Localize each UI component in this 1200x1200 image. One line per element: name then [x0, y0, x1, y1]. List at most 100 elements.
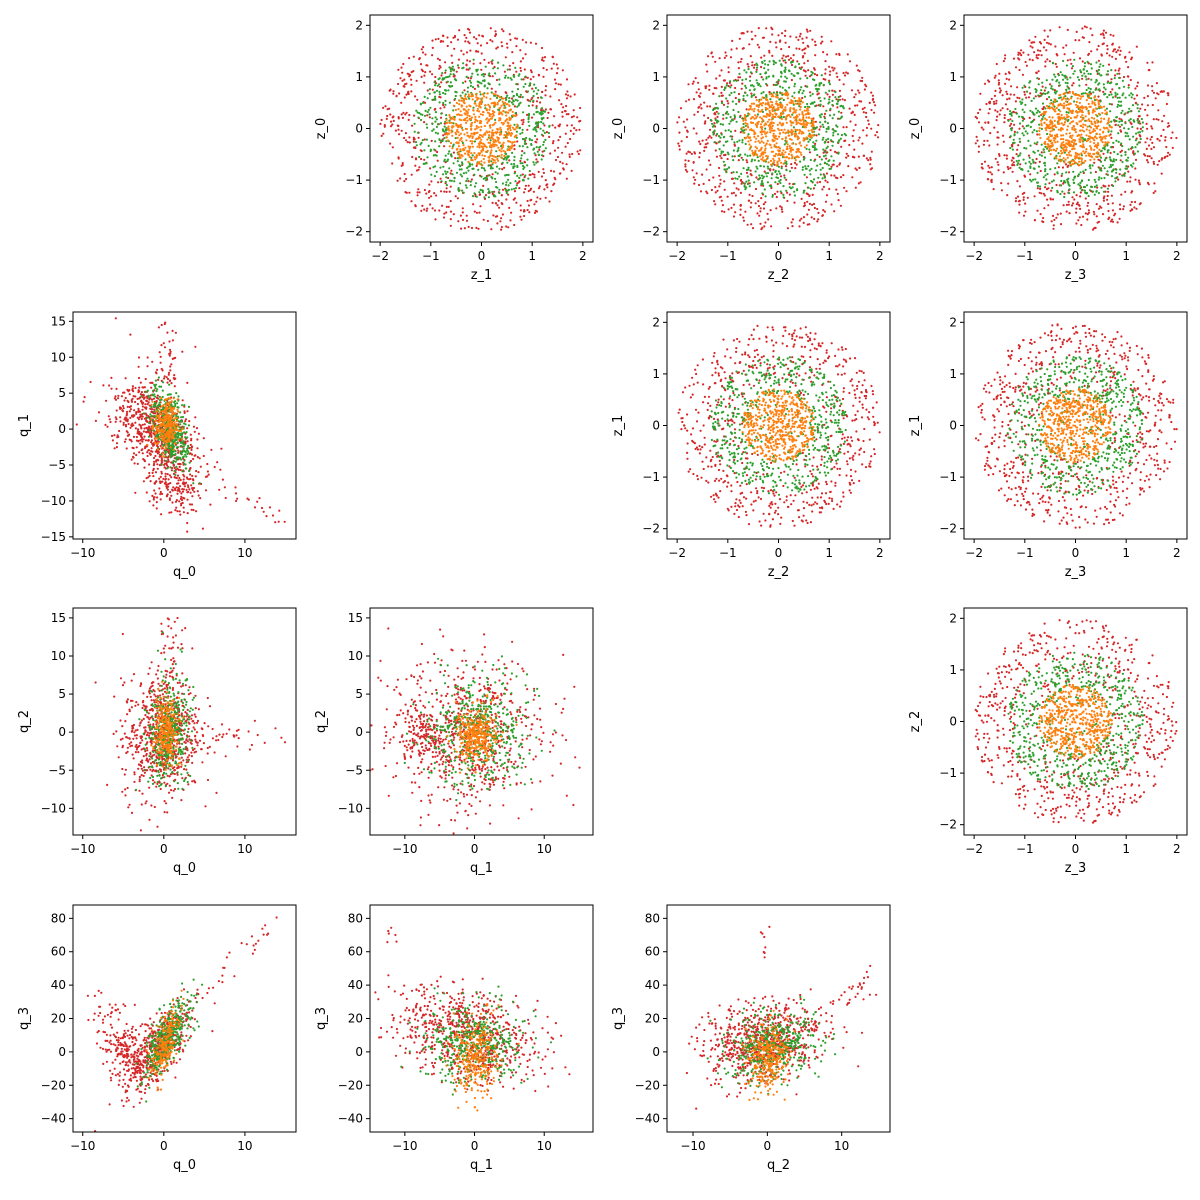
scatter-point	[765, 142, 768, 145]
scatter-point	[1068, 192, 1071, 195]
scatter-point	[761, 36, 765, 39]
scatter-point	[727, 84, 730, 88]
scatter-point	[1124, 190, 1127, 193]
scatter-point	[870, 167, 874, 170]
scatter-point	[1035, 130, 1038, 133]
scatter-point	[796, 188, 799, 191]
scatter-point	[419, 63, 423, 66]
scatter-point	[762, 115, 765, 118]
scatter-point	[822, 185, 826, 188]
scatter-point	[487, 160, 491, 164]
scatter-point	[1080, 152, 1083, 155]
scatter-point	[1115, 158, 1118, 161]
scatter-point	[1108, 166, 1111, 169]
scatter-point	[725, 171, 728, 174]
scatter-point	[470, 152, 473, 155]
scatter-point	[778, 149, 782, 152]
scatter-point	[822, 136, 825, 139]
scatter-point	[722, 79, 726, 82]
scatter-point	[501, 161, 504, 164]
scatter-point	[1004, 103, 1008, 106]
scatter-point	[1034, 35, 1037, 38]
scatter-point	[1158, 160, 1161, 163]
scatter-point	[1171, 131, 1174, 134]
scatter-point	[1005, 154, 1008, 157]
scatter-point	[786, 227, 790, 230]
scatter-point	[1021, 125, 1024, 128]
scatter-point	[811, 193, 814, 196]
scatter-point	[793, 194, 797, 197]
scatter-point	[470, 75, 473, 78]
scatter-point	[749, 105, 753, 108]
scatter-point	[768, 60, 771, 63]
scatter-point	[705, 168, 708, 171]
scatter-point	[402, 62, 405, 66]
scatter-point	[403, 180, 406, 183]
scatter-point	[1065, 132, 1068, 135]
scatter-point	[837, 152, 840, 155]
scatter-point	[1035, 157, 1038, 161]
scatter-point	[774, 115, 777, 119]
scatter-point	[804, 138, 808, 141]
scatter-point	[716, 189, 719, 192]
scatter-point	[498, 154, 501, 158]
scatter-point	[863, 88, 867, 91]
scatter-point	[461, 128, 464, 132]
scatter-point	[1042, 92, 1045, 95]
scatter-point	[400, 113, 403, 116]
scatter-point	[756, 156, 759, 159]
scatter-point	[569, 137, 572, 141]
scatter-point	[784, 109, 787, 112]
scatter-point	[494, 30, 497, 33]
scatter-point	[1100, 177, 1103, 180]
scatter-point	[1119, 129, 1122, 132]
scatter-point	[433, 108, 436, 111]
scatter-point	[998, 154, 1001, 157]
scatter-point	[1136, 143, 1139, 146]
scatter-point	[813, 101, 816, 104]
scatter-point	[491, 129, 494, 132]
scatter-point	[1095, 184, 1098, 187]
scatter-point	[777, 165, 781, 168]
scatter-point	[710, 188, 714, 192]
scatter-point	[1123, 127, 1126, 130]
scatter-point	[449, 141, 453, 145]
scatter-point	[790, 128, 793, 131]
scatter-point	[467, 93, 470, 96]
scatter-point	[747, 140, 750, 143]
scatter-point	[513, 144, 516, 147]
scatter-point	[466, 86, 470, 89]
scatter-point	[1168, 124, 1171, 127]
scatter-point	[408, 113, 411, 117]
scatter-point	[763, 130, 766, 133]
scatter-point	[1146, 114, 1149, 117]
scatter-point	[763, 170, 766, 173]
scatter-point	[1160, 158, 1163, 161]
scatter-point	[461, 140, 464, 143]
scatter-point	[1015, 160, 1018, 163]
scatter-point	[442, 91, 445, 95]
scatter-point	[514, 98, 517, 101]
scatter-point	[762, 207, 766, 210]
scatter-point	[458, 29, 461, 32]
scatter-point	[1064, 163, 1068, 166]
scatter-point	[1016, 131, 1019, 134]
scatter-point	[438, 209, 441, 212]
scatter-point	[790, 157, 794, 160]
scatter-point	[791, 148, 795, 151]
scatter-point	[858, 166, 861, 170]
scatter-points	[379, 27, 582, 231]
scatter-point	[444, 154, 447, 157]
scatter-point	[738, 139, 741, 142]
scatter-point	[825, 109, 828, 112]
scatter-point	[790, 221, 793, 224]
scatter-point	[771, 103, 774, 107]
scatter-point	[542, 75, 545, 78]
scatter-point	[798, 35, 802, 38]
scatter-point	[1118, 76, 1121, 79]
scatter-point	[520, 218, 523, 221]
scatter-point	[798, 119, 801, 122]
scatter-point	[790, 72, 793, 75]
scatter-point	[1022, 196, 1025, 199]
scatter-point	[1029, 45, 1032, 48]
